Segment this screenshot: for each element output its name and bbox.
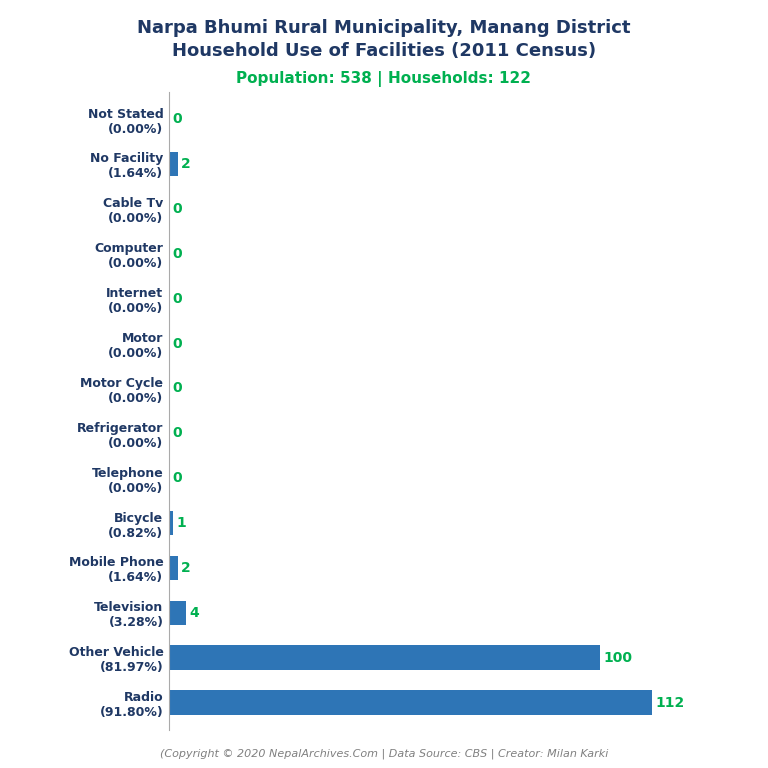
Text: Population: 538 | Households: 122: Population: 538 | Households: 122 [237,71,531,87]
Text: 0: 0 [172,426,182,440]
Text: 0: 0 [172,292,182,306]
Text: Narpa Bhumi Rural Municipality, Manang District: Narpa Bhumi Rural Municipality, Manang D… [137,19,631,37]
Text: 4: 4 [190,606,200,620]
Bar [169,556,177,581]
Bar [169,690,652,715]
Bar [169,151,177,177]
Text: Household Use of Facilities (2011 Census): Household Use of Facilities (2011 Census… [172,42,596,60]
Text: 2: 2 [181,157,190,171]
Text: 0: 0 [172,202,182,216]
Text: 0: 0 [172,382,182,396]
Text: 112: 112 [655,696,685,710]
Text: 100: 100 [604,650,633,665]
Text: 1: 1 [177,516,187,530]
Text: 2: 2 [181,561,190,575]
Text: 0: 0 [172,336,182,350]
Text: 0: 0 [172,472,182,485]
Bar [169,601,186,625]
Text: 0: 0 [172,112,182,126]
Text: (Copyright © 2020 NepalArchives.Com | Data Source: CBS | Creator: Milan Karki: (Copyright © 2020 NepalArchives.Com | Da… [160,748,608,759]
Text: 0: 0 [172,247,182,261]
Bar [169,511,174,535]
Bar [169,645,601,670]
